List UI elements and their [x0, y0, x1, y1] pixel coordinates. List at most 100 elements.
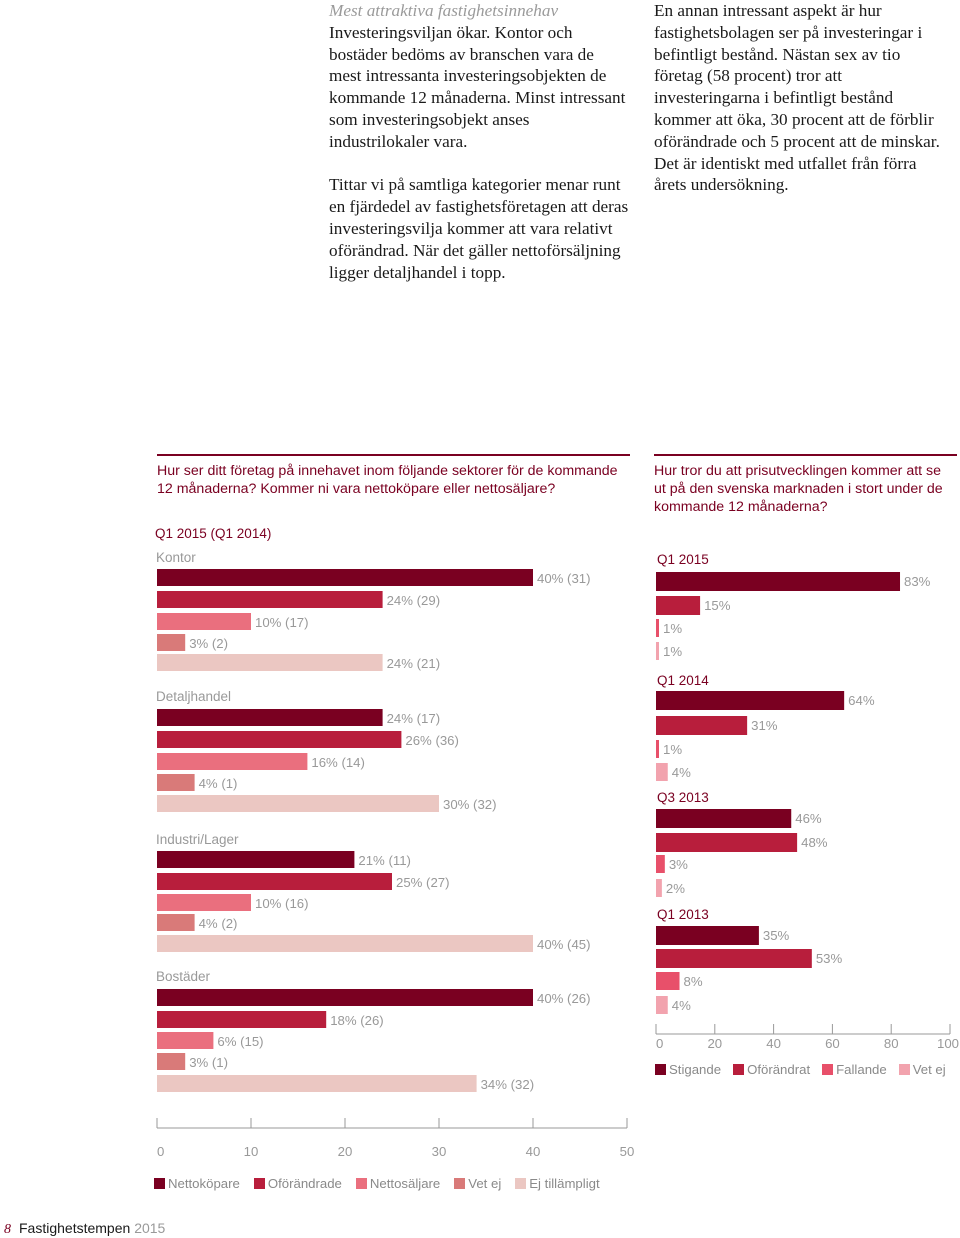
left-chart-rule — [157, 454, 630, 456]
sector-label: Bostäder — [156, 969, 211, 984]
bar — [656, 596, 701, 615]
bar — [656, 619, 659, 637]
data-label: 4% (2) — [199, 916, 238, 931]
data-label: 24% (17) — [387, 711, 441, 726]
right-text-column: En annan intressant aspekt är hur fastig… — [654, 0, 950, 218]
data-label: 35% — [763, 928, 790, 943]
data-label: 3% (1) — [189, 1055, 228, 1070]
legend-label: Fallande — [836, 1062, 887, 1077]
data-label: 40% (31) — [537, 571, 591, 586]
legend-item: Nettoköpare — [154, 1176, 240, 1191]
legend-label: Stigande — [669, 1062, 722, 1077]
right-chart-legend: Stigande Oförändrat Fallande Vet ej — [655, 1062, 946, 1077]
bar — [656, 879, 662, 897]
data-label: 40% (26) — [537, 991, 591, 1006]
period-label: Q3 2013 — [657, 790, 709, 805]
data-label: 3% — [669, 857, 688, 872]
data-label: 8% — [684, 974, 703, 989]
legend-item: Ej tillämpligt — [515, 1176, 600, 1191]
data-label: 31% — [751, 718, 778, 733]
data-label: 48% — [801, 835, 828, 850]
legend-label: Vet ej — [468, 1176, 502, 1191]
paragraph: Tittar vi på samtliga kategorier menar r… — [329, 175, 629, 282]
bar — [157, 731, 402, 748]
legend-label: Nettosäljare — [369, 1176, 441, 1191]
data-label: 24% (21) — [387, 656, 441, 671]
sector-label: Industri/Lager — [156, 832, 239, 847]
x-tick-label: 30 — [432, 1144, 447, 1159]
bar — [157, 569, 533, 586]
legend-swatch — [655, 1064, 666, 1075]
data-label: 16% (14) — [311, 755, 365, 770]
x-tick-label: 0 — [656, 1036, 663, 1051]
period-label: Q1 2014 — [657, 673, 709, 688]
data-label: 21% (11) — [358, 853, 411, 868]
legend-label: Nettoköpare — [168, 1176, 240, 1191]
legend-item: Fallande — [822, 1062, 887, 1077]
legend-swatch — [822, 1064, 834, 1075]
legend-item: Vet ej — [454, 1176, 501, 1191]
x-tick-label: 20 — [338, 1144, 353, 1159]
page-number: 8 — [4, 1222, 11, 1237]
legend-swatch — [515, 1178, 527, 1189]
bar — [656, 572, 901, 591]
legend-item: Vet ej — [898, 1062, 946, 1077]
data-label: 24% (29) — [387, 593, 441, 608]
bar — [656, 949, 812, 968]
data-label: 15% — [704, 598, 731, 613]
page-footer: 8 Fastighetstempen 2015 — [4, 1220, 165, 1238]
legend-swatch — [154, 1178, 165, 1189]
sector-label: Kontor — [156, 550, 196, 565]
data-label: 18% (26) — [330, 1013, 384, 1028]
legend-item: Nettosäljare — [355, 1176, 441, 1191]
legend-swatch — [355, 1178, 367, 1189]
bar — [157, 654, 383, 671]
publication-title: Fastighetstempen — [19, 1220, 131, 1236]
right-chart-rule — [654, 454, 957, 456]
x-tick-label: 0 — [157, 1144, 164, 1159]
bar — [157, 1032, 214, 1049]
bar — [157, 873, 392, 890]
legend-swatch — [733, 1064, 745, 1075]
x-tick-label: 40 — [526, 1144, 541, 1159]
x-tick-label: 20 — [707, 1036, 722, 1051]
legend-item: Stigande — [655, 1062, 721, 1077]
legend-label: Oförändrade — [267, 1176, 342, 1191]
bar — [157, 591, 383, 608]
bar — [157, 1075, 477, 1092]
data-label: 6% (15) — [217, 1034, 263, 1049]
sector-label: Detaljhandel — [156, 689, 231, 704]
data-label: 30% (32) — [443, 797, 497, 812]
bar — [157, 774, 195, 791]
bar — [157, 709, 383, 726]
x-tick-label: 40 — [766, 1036, 781, 1051]
data-label: 1% — [663, 742, 682, 757]
bar — [157, 894, 251, 911]
bar — [656, 996, 668, 1014]
bar — [157, 613, 251, 630]
bar — [157, 753, 308, 770]
bar — [157, 851, 355, 868]
data-label: 1% — [663, 644, 682, 659]
data-label: 4% — [672, 765, 691, 780]
period-label: Q1 2015 — [657, 552, 709, 567]
x-tick-label: 10 — [244, 1144, 259, 1159]
data-label: 40% (45) — [537, 937, 591, 952]
left-chart-question: Hur ser ditt företag på innehavet inom f… — [157, 463, 618, 497]
data-label: 4% — [672, 998, 691, 1013]
bar — [656, 716, 748, 735]
data-label: 34% (32) — [481, 1077, 535, 1092]
section-heading: Mest attraktiva fastighetsinnehav — [329, 1, 559, 20]
x-tick-label: 50 — [620, 1144, 635, 1159]
legend-swatch — [898, 1064, 910, 1075]
legend-item: Oförändrat — [733, 1062, 810, 1077]
bar — [656, 855, 665, 873]
paragraph: En annan intressant aspekt är hur fastig… — [654, 1, 940, 195]
legend-label: Oförändrat — [747, 1062, 811, 1077]
publication-year: 2015 — [134, 1220, 166, 1236]
data-label: 26% (36) — [405, 733, 459, 748]
bar — [157, 1053, 186, 1070]
data-label: 53% — [816, 951, 843, 966]
chart-subtitle: Q1 2015 (Q1 2014) — [155, 526, 272, 541]
bar — [157, 1011, 327, 1028]
